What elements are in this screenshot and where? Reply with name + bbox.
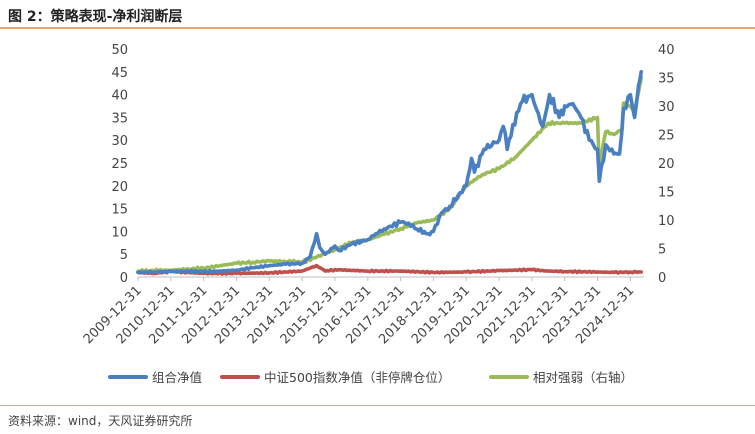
right-tick-label: 40 — [658, 43, 675, 58]
source-note: 资料来源：wind，天风证券研究所 — [8, 414, 193, 428]
right-tick-label: 15 — [658, 186, 675, 201]
right-tick-label: 35 — [658, 72, 675, 87]
left-tick-label: 15 — [111, 203, 128, 218]
footer-divider — [0, 405, 755, 406]
left-tick-label: 40 — [111, 89, 128, 104]
legend-label: 组合净值 — [152, 370, 202, 385]
legend-label: 相对强弱（右轴） — [533, 370, 633, 385]
right-tick-label: 10 — [658, 214, 675, 229]
x-axis-ticks: 2009-12-312010-12-312011-12-312012-12-31… — [81, 277, 637, 347]
legend-label: 中证500指数净值（非停牌仓位） — [264, 370, 450, 385]
series-line — [136, 70, 643, 275]
left-tick-label: 50 — [111, 43, 128, 58]
left-tick-label: 35 — [111, 111, 128, 126]
right-tick-label: 0 — [658, 271, 666, 286]
left-tick-label: 5 — [120, 248, 128, 263]
title-divider — [0, 27, 755, 29]
right-axis-ticks: 0 5 10 15 20 25 30 35 40 — [658, 43, 675, 286]
series-layer — [136, 70, 643, 276]
series-line — [136, 75, 643, 275]
left-tick-label: 45 — [111, 66, 128, 81]
right-tick-label: 20 — [658, 157, 675, 172]
left-tick-label: 25 — [111, 157, 128, 172]
line-chart: 0 5 10 15 20 25 30 35 40 45 50 0 5 10 15 20 25 30 35 40 20… — [81, 43, 675, 385]
left-tick-label: 10 — [111, 225, 128, 240]
left-tick-label: 20 — [111, 180, 128, 195]
right-tick-label: 30 — [658, 100, 675, 115]
legend: 组合净值 中证500指数净值（非停牌仓位） 相对强弱（右轴） — [108, 370, 633, 385]
right-tick-label: 5 — [658, 243, 666, 258]
left-tick-label: 30 — [111, 134, 128, 149]
right-tick-label: 25 — [658, 129, 675, 144]
left-tick-label: 0 — [120, 271, 128, 286]
series-line — [136, 263, 643, 276]
page-title: 图 2：策略表现-净利润断层 — [8, 9, 183, 25]
left-axis-ticks: 0 5 10 15 20 25 30 35 40 45 50 — [111, 43, 128, 286]
